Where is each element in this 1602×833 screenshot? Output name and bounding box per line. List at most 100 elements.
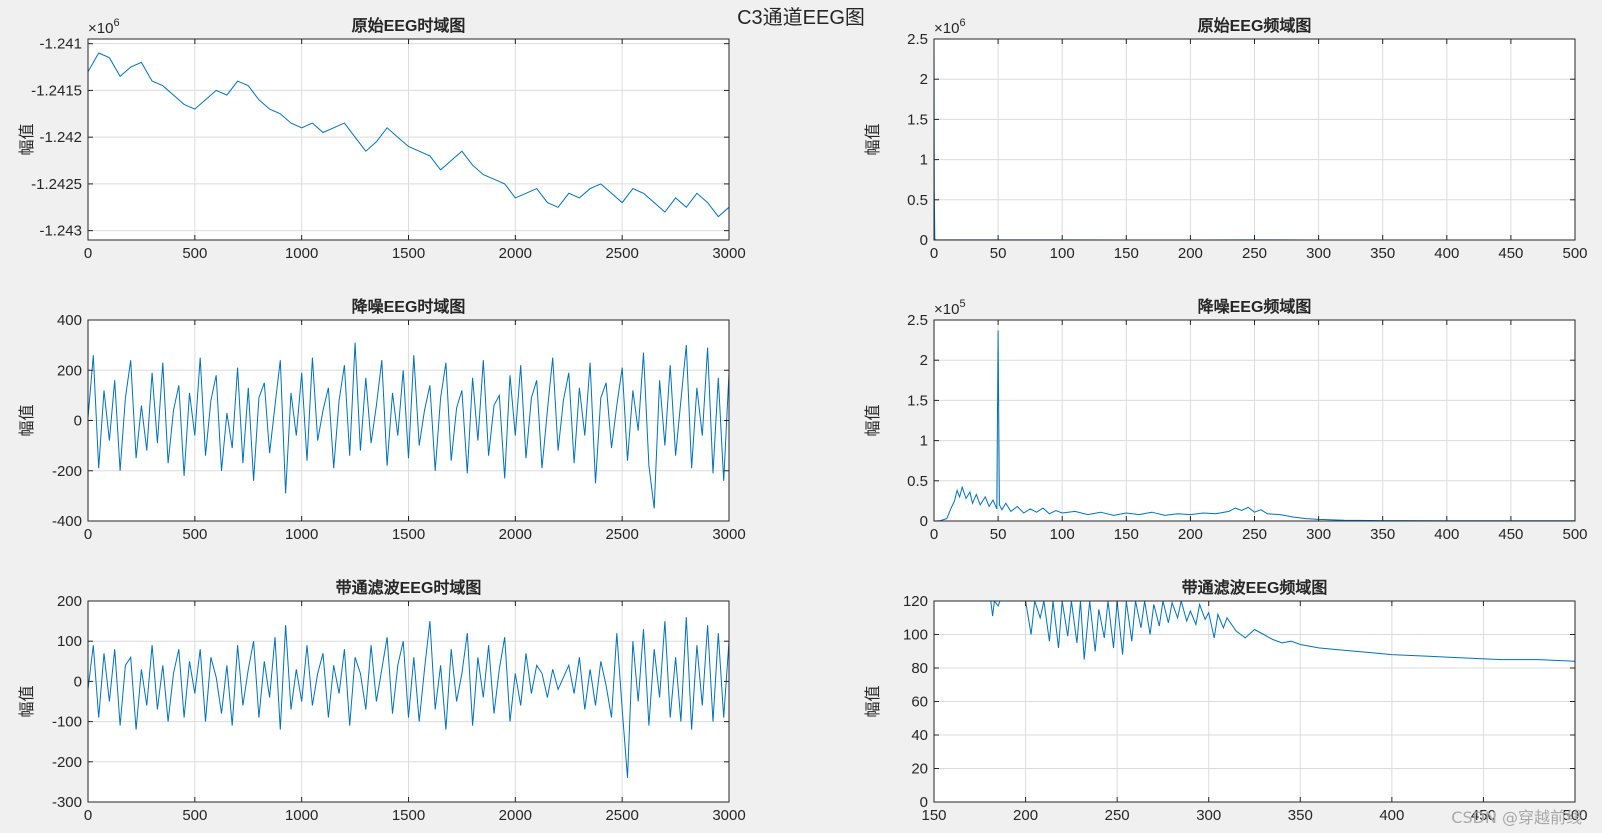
y-axis-label: 幅值	[864, 404, 882, 436]
y-tick-label: 0	[74, 413, 82, 430]
y-tick-label: -1.2415	[31, 82, 82, 99]
x-tick-label: 400	[1379, 807, 1404, 824]
x-tick-label: 3000	[712, 526, 745, 543]
y-tick-label: 0	[74, 673, 82, 690]
x-tick-label: 2500	[605, 807, 638, 824]
x-tick-label: 2000	[499, 526, 532, 543]
y-tick-label: 100	[57, 633, 82, 650]
x-tick-label: 1500	[392, 807, 425, 824]
x-tick-label: 500	[1562, 245, 1587, 262]
x-tick-label: 350	[1370, 526, 1395, 543]
y-tick-label: 0.5	[907, 473, 928, 490]
x-tick-label: 200	[1013, 807, 1038, 824]
x-tick-label: 350	[1370, 245, 1395, 262]
y-tick-label: 100	[903, 627, 928, 644]
y-exponent-label: ×106	[88, 17, 120, 37]
y-tick-label: 2.5	[907, 31, 928, 48]
y-tick-label: -1.2425	[31, 176, 82, 193]
watermark: CSDN @穿越前线	[1451, 808, 1582, 827]
y-tick-label: -1.243	[39, 223, 82, 240]
chart-denoise-freq: 0 50 100 150 200 250 300 350 400 450 500 0 0.5 1 1.5 2 2…	[864, 297, 1588, 543]
y-axis-label: 幅值	[18, 404, 36, 436]
y-exponent-base: ×10	[934, 20, 959, 37]
y-tick-label: 2	[920, 352, 928, 369]
y-tick-label: -200	[52, 754, 82, 771]
y-exponent-power: 6	[113, 17, 119, 29]
y-tick-label: 60	[911, 694, 928, 711]
x-tick-label: 0	[84, 807, 92, 824]
chart-bandpass-freq: 150 200 250 300 350 400 450 500 0 20 40 60 80 100 120 带…	[864, 578, 1588, 824]
x-tick-label: 1500	[392, 245, 425, 262]
data-line-series	[990, 601, 1575, 662]
y-tick-label: 1	[920, 433, 928, 450]
chart-title: 降噪EEG频域图	[1198, 297, 1312, 316]
y-axis-label: 幅值	[864, 123, 882, 155]
figure-title: C3通道EEG图	[737, 6, 865, 29]
y-tick-label: -300	[52, 794, 82, 811]
x-tick-label: 450	[1498, 245, 1523, 262]
y-tick-label: 1	[920, 152, 928, 169]
x-tick-label: 0	[84, 245, 92, 262]
data-line-series	[88, 342, 729, 509]
chart-raw-time: 0 500 1000 1500 2000 2500 3000 -1.241 -1.2415 -1.…	[18, 16, 746, 262]
x-tick-label: 50	[990, 245, 1007, 262]
chart-denoise-time: 0 500 1000 1500 2000 2500 3000 -400 -200 0 200 400 降…	[18, 297, 746, 543]
x-tick-label: 400	[1434, 245, 1459, 262]
x-tick-label: 200	[1178, 526, 1203, 543]
x-tick-label: 250	[1105, 807, 1130, 824]
y-tick-label: 1.5	[907, 392, 928, 409]
x-tick-label: 150	[1114, 526, 1139, 543]
x-tick-label: 500	[182, 245, 207, 262]
x-tick-label: 1000	[285, 526, 318, 543]
y-tick-label: -1.241	[39, 36, 82, 53]
x-tick-label: 0	[930, 245, 938, 262]
y-exponent-power: 5	[959, 298, 965, 310]
x-tick-label: 3000	[712, 245, 745, 262]
x-tick-label: 0	[930, 526, 938, 543]
chart-title: 原始EEG时域图	[352, 16, 466, 35]
y-exponent-base: ×10	[934, 301, 959, 318]
y-axis-label: 幅值	[864, 685, 882, 717]
x-tick-label: 0	[84, 526, 92, 543]
y-axis-label: 幅值	[18, 123, 36, 155]
x-tick-label: 300	[1306, 245, 1331, 262]
y-exponent-power: 6	[959, 17, 965, 29]
data-line-series	[88, 52, 729, 218]
y-tick-label: 1.5	[907, 111, 928, 128]
data-line-series	[934, 330, 1575, 521]
y-tick-label: 20	[911, 761, 928, 778]
y-tick-label: 2.5	[907, 312, 928, 329]
x-tick-label: 2000	[499, 807, 532, 824]
y-tick-label: 400	[57, 312, 82, 329]
x-tick-label: 250	[1242, 526, 1267, 543]
x-tick-label: 500	[1562, 807, 1587, 824]
y-tick-label: 2	[920, 71, 928, 88]
x-tick-label: 1000	[285, 245, 318, 262]
y-tick-label: 80	[911, 660, 928, 677]
x-tick-label: 400	[1434, 526, 1459, 543]
x-tick-label: 450	[1498, 526, 1523, 543]
y-tick-label: -200	[52, 463, 82, 480]
x-tick-label: 2000	[499, 245, 532, 262]
y-exponent-base: ×10	[88, 20, 113, 37]
charts-group: 0 500 1000 1500 2000 2500 3000-1.241-1.2415-1.…	[18, 16, 1588, 824]
x-tick-label: 300	[1306, 526, 1331, 543]
y-tick-label: -100	[52, 714, 82, 731]
x-tick-label: 200	[1178, 245, 1203, 262]
x-tick-label: 500	[182, 526, 207, 543]
x-tick-label: 150	[921, 807, 946, 824]
x-tick-label: 2500	[605, 245, 638, 262]
x-tick-label: 1500	[392, 526, 425, 543]
chart-title: 带通滤波EEG频域图	[1182, 578, 1328, 597]
x-tick-label: 50	[990, 526, 1007, 543]
data-line-series	[88, 617, 729, 778]
x-tick-label: 350	[1288, 807, 1313, 824]
x-tick-label: 100	[1050, 245, 1075, 262]
y-exponent-label: ×106	[934, 17, 966, 37]
y-tick-label: 120	[903, 593, 928, 610]
x-tick-label: 1000	[285, 807, 318, 824]
y-tick-label: 0	[920, 232, 928, 249]
chart-bandpass-time: 0 500 1000 1500 2000 2500 3000 -300 -200 -100 0 100…	[18, 578, 746, 824]
